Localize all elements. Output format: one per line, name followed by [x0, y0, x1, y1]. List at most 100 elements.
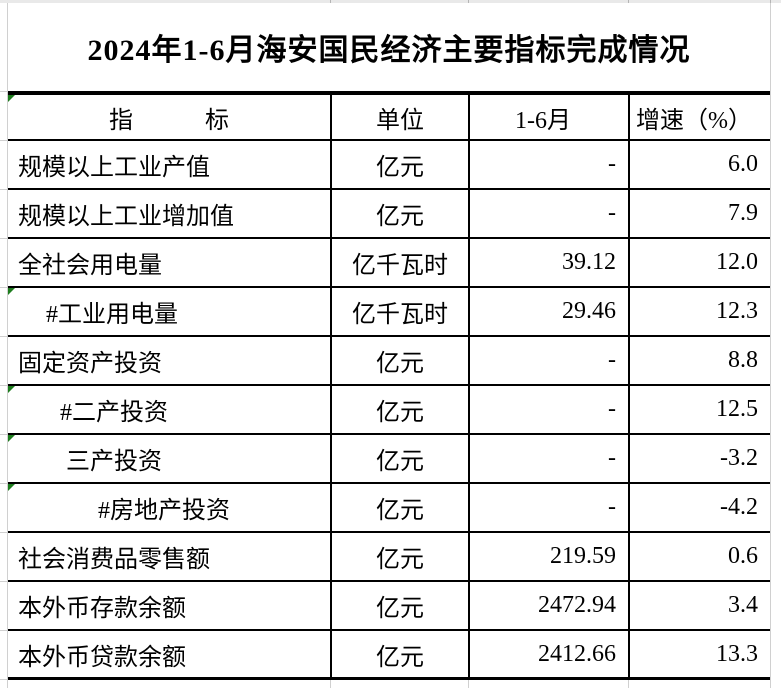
row-gridline	[0, 581, 7, 582]
column-gridline-tick	[770, 0, 771, 3]
cell-flag-triangle	[8, 435, 15, 442]
cell-unit[interactable]: 亿千瓦时	[330, 239, 468, 286]
cell-growth[interactable]: 0.6	[628, 533, 770, 580]
cell-unit[interactable]: 亿元	[330, 435, 468, 482]
cell-unit[interactable]: 亿元	[330, 386, 468, 433]
cell-growth[interactable]: 12.3	[628, 288, 770, 335]
header-unit[interactable]: 单位	[330, 95, 468, 139]
cell-growth[interactable]: 3.4	[628, 582, 770, 629]
cell-growth[interactable]: 7.9	[628, 190, 770, 237]
cell-growth[interactable]: 8.8	[628, 337, 770, 384]
cell-value[interactable]: -	[468, 190, 628, 237]
cell-indicator[interactable]: 规模以上工业增加值	[8, 190, 330, 237]
indicator-label: #工业用电量	[46, 302, 178, 328]
header-indicator[interactable]: 指 标	[8, 95, 330, 139]
cell-growth[interactable]: 6.0	[628, 141, 770, 188]
cell-value[interactable]: -	[468, 337, 628, 384]
cell-unit[interactable]: 亿元	[330, 533, 468, 580]
cell-indicator[interactable]: 规模以上工业产值	[8, 141, 330, 188]
cell-value[interactable]: 219.59	[468, 533, 628, 580]
header-period-label: 1-6月	[515, 107, 571, 134]
cell-value[interactable]: -	[468, 484, 628, 531]
table-header-row: 指 标 单位 1-6月 增速（%）	[8, 95, 770, 141]
row-gridline	[0, 91, 7, 92]
header-growth-label: 增速（%）	[636, 107, 752, 134]
cell-indicator[interactable]: 本外币贷款余额	[8, 631, 330, 677]
row-gridline	[0, 630, 7, 631]
cell-unit[interactable]: 亿元	[330, 190, 468, 237]
row-gridline	[0, 532, 7, 533]
column-gridline-tick	[468, 0, 469, 3]
sheet-gridline-left	[7, 3, 8, 688]
cell-flag-triangle	[8, 386, 15, 393]
cell-value[interactable]: 2472.94	[468, 582, 628, 629]
header-period[interactable]: 1-6月	[468, 95, 628, 139]
cell-flag-triangle	[8, 288, 15, 295]
cell-growth[interactable]: 13.3	[628, 631, 770, 677]
cell-indicator[interactable]: #工业用电量	[8, 288, 330, 335]
cell-growth[interactable]: 12.0	[628, 239, 770, 286]
table-grid: 指 标 单位 1-6月 增速（%） 规模以上工业产值 亿元 - 6.0 规模以上…	[8, 91, 770, 680]
cell-growth[interactable]: -4.2	[628, 484, 770, 531]
row-gridline	[0, 140, 7, 141]
cell-value[interactable]: 29.46	[468, 288, 628, 335]
sheet-gridline-below	[628, 680, 629, 688]
indicators-table: 2024年1-6月海安国民经济主要指标完成情况 指 标 单位 1-6月 增速（%…	[8, 3, 770, 680]
cell-indicator[interactable]: 三产投资	[8, 435, 330, 482]
cell-value[interactable]: -	[468, 141, 628, 188]
indicator-label: 规模以上工业增加值	[18, 204, 234, 230]
row-gridline	[0, 287, 7, 288]
table-row: 本外币存款余额 亿元 2472.94 3.4	[8, 582, 770, 631]
cell-value[interactable]: 2412.66	[468, 631, 628, 677]
cell-indicator[interactable]: #房地产投资	[8, 484, 330, 531]
row-gridline	[0, 189, 7, 190]
cell-indicator[interactable]: 全社会用电量	[8, 239, 330, 286]
cell-indicator[interactable]: 固定资产投资	[8, 337, 330, 384]
indicator-label: 全社会用电量	[18, 253, 162, 279]
sheet-gridline-right	[770, 3, 771, 688]
header-indicator-label: 指 标	[109, 107, 229, 134]
table-row: #工业用电量 亿千瓦时 29.46 12.3	[8, 288, 770, 337]
cell-flag-triangle	[8, 95, 15, 102]
cell-indicator[interactable]: 社会消费品零售额	[8, 533, 330, 580]
table-row: 规模以上工业增加值 亿元 - 7.9	[8, 190, 770, 239]
row-gridline	[0, 238, 7, 239]
indicator-label: 本外币存款余额	[18, 596, 186, 622]
table-row: 全社会用电量 亿千瓦时 39.12 12.0	[8, 239, 770, 288]
cell-value[interactable]: -	[468, 386, 628, 433]
header-unit-label: 单位	[376, 107, 424, 134]
cell-indicator[interactable]: 本外币存款余额	[8, 582, 330, 629]
table-row: 规模以上工业产值 亿元 - 6.0	[8, 141, 770, 190]
indicator-label: 本外币贷款余额	[18, 644, 186, 671]
table-row: 本外币贷款余额 亿元 2412.66 13.3	[8, 631, 770, 680]
sheet-gridline-below	[468, 680, 469, 688]
cell-growth[interactable]: -3.2	[628, 435, 770, 482]
cell-flag-triangle	[8, 484, 15, 491]
table-row: 社会消费品零售额 亿元 219.59 0.6	[8, 533, 770, 582]
page-title: 2024年1-6月海安国民经济主要指标完成情况	[87, 34, 691, 67]
cell-unit[interactable]: 亿元	[330, 631, 468, 677]
row-gridline	[0, 385, 7, 386]
cell-indicator[interactable]: #二产投资	[8, 386, 330, 433]
cell-value[interactable]: 39.12	[468, 239, 628, 286]
row-gridline	[0, 336, 7, 337]
table-body: 规模以上工业产值 亿元 - 6.0 规模以上工业增加值 亿元 - 7.9 全社会…	[8, 141, 770, 680]
indicator-label: 社会消费品零售额	[18, 547, 210, 573]
cell-value[interactable]: -	[468, 435, 628, 482]
sheet-gridline-below	[330, 680, 331, 688]
cell-unit[interactable]: 亿元	[330, 141, 468, 188]
cell-growth[interactable]: 12.5	[628, 386, 770, 433]
cell-unit[interactable]: 亿元	[330, 484, 468, 531]
table-row: #二产投资 亿元 - 12.5	[8, 386, 770, 435]
column-gridline-tick	[628, 0, 629, 3]
title-cell[interactable]: 2024年1-6月海安国民经济主要指标完成情况	[8, 3, 770, 91]
column-gridline-tick	[330, 0, 331, 3]
table-row: 固定资产投资 亿元 - 8.8	[8, 337, 770, 386]
header-growth[interactable]: 增速（%）	[628, 95, 770, 139]
cell-unit[interactable]: 亿元	[330, 337, 468, 384]
cell-unit[interactable]: 亿千瓦时	[330, 288, 468, 335]
row-gridline	[0, 679, 7, 680]
cell-unit[interactable]: 亿元	[330, 582, 468, 629]
indicator-label: #房地产投资	[98, 498, 230, 524]
